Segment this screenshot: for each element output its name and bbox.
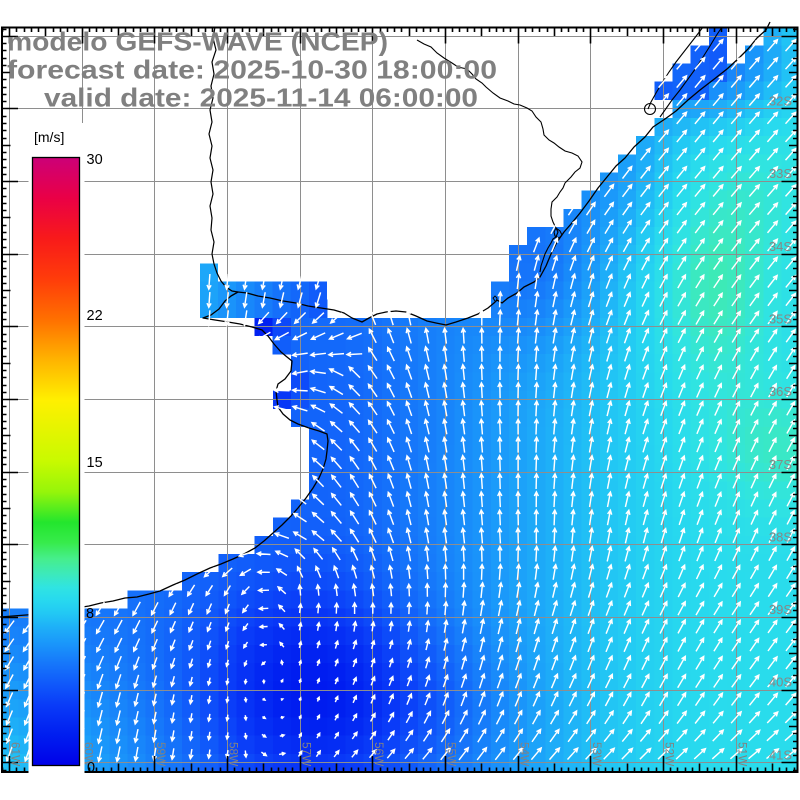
svg-text:60W: 60W — [81, 742, 95, 767]
svg-text:8: 8 — [86, 606, 94, 622]
svg-text:modelo GEFS-WAVE (NCEP): modelo GEFS-WAVE (NCEP) — [7, 27, 388, 57]
svg-text:30: 30 — [87, 152, 103, 168]
svg-text:56W: 56W — [372, 742, 386, 767]
svg-text:22: 22 — [87, 308, 103, 324]
svg-text:58W: 58W — [227, 742, 241, 767]
svg-text:51W: 51W — [735, 742, 749, 767]
svg-text:0: 0 — [87, 760, 95, 776]
svg-text:34S: 34S — [769, 239, 792, 254]
svg-text:forecast date: 2025-10-30 18:0: forecast date: 2025-10-30 18:00:00 — [7, 55, 497, 85]
svg-text:valid date: 2025-11-14 06:00:0: valid date: 2025-11-14 06:00:00 — [44, 83, 478, 113]
svg-text:[m/s]: [m/s] — [34, 129, 64, 145]
svg-text:52W: 52W — [663, 742, 677, 767]
svg-text:61W: 61W — [9, 742, 23, 767]
svg-text:59W: 59W — [154, 742, 168, 767]
svg-text:40S: 40S — [769, 675, 792, 690]
svg-text:53W: 53W — [590, 742, 604, 767]
svg-text:41S: 41S — [769, 747, 792, 762]
svg-text:54W: 54W — [517, 742, 531, 767]
svg-text:39S: 39S — [769, 602, 792, 617]
svg-text:57W: 57W — [299, 742, 313, 767]
svg-text:36S: 36S — [769, 384, 792, 399]
svg-text:32S: 32S — [769, 94, 792, 109]
svg-text:33S: 33S — [769, 166, 792, 181]
svg-text:35S: 35S — [769, 311, 792, 326]
svg-text:15: 15 — [87, 455, 103, 471]
svg-text:55W: 55W — [445, 742, 459, 767]
svg-text:38S: 38S — [769, 529, 792, 544]
svg-text:37S: 37S — [769, 457, 792, 472]
